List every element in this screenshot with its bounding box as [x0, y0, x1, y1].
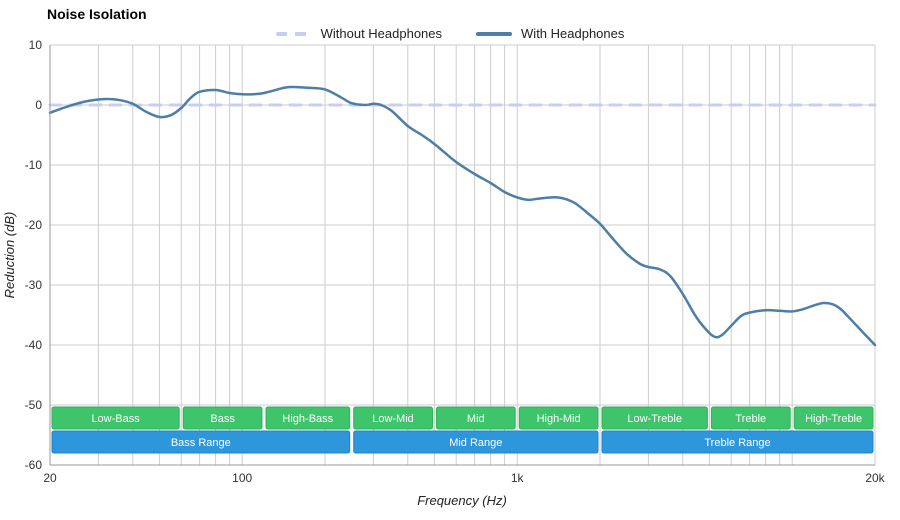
band-high-mid-label: High-Mid	[537, 413, 581, 425]
x-tick-label: 100	[232, 471, 252, 485]
y-tick-label: -20	[25, 218, 43, 232]
band-high-bass	[265, 406, 351, 430]
legend-label-without-headphones: Without Headphones	[320, 26, 443, 41]
gridlines	[49, 44, 876, 466]
legend: Without Headphones With Headphones	[0, 26, 900, 41]
frequency-bands: Low-Bass Bass High-Bass Low-Mid Mid High-Mid L…	[51, 406, 874, 454]
band-mid-label: Mid	[467, 413, 485, 425]
band-bass-range-label: Bass Range	[171, 437, 231, 449]
band-mid-range	[353, 430, 599, 454]
x-axis-title: Frequency (Hz)	[417, 493, 507, 508]
band-low-treble	[601, 406, 708, 430]
y-tick-label: -50	[25, 398, 43, 412]
y-tick-label: -10	[25, 158, 43, 172]
y-tick-label: -40	[25, 338, 43, 352]
chart-title: Noise Isolation	[47, 6, 147, 22]
with-headphones-line-swatch	[476, 31, 513, 36]
with-headphones-curve	[48, 85, 877, 347]
band-high-treble-label: High-Treble	[805, 413, 862, 425]
band-high-mid	[518, 406, 599, 430]
band-low-mid	[353, 406, 434, 430]
x-tick-label: 20k	[865, 471, 885, 485]
series-lines	[48, 85, 877, 347]
band-treble-range	[601, 430, 874, 454]
band-treble	[710, 406, 791, 430]
band-mid-range-label: Mid Range	[449, 437, 502, 449]
y-tick-label: 0	[35, 98, 42, 112]
y-tick-label: 10	[29, 38, 43, 52]
y-tick-label: -60	[25, 458, 43, 472]
band-low-bass-label: Low-Bass	[91, 413, 140, 425]
band-high-treble	[793, 406, 874, 430]
band-low-bass	[51, 406, 180, 430]
band-mid	[435, 406, 516, 430]
y-axis-title: Reduction (dB)	[2, 212, 17, 299]
legend-label-with-headphones: With Headphones	[521, 26, 625, 41]
band-low-mid-label: Low-Mid	[372, 413, 414, 425]
x-tick-label: 20	[43, 471, 57, 485]
band-bass-range	[51, 430, 351, 454]
legend-item-with-headphones[interactable]: With Headphones	[476, 26, 624, 41]
x-tick-label: 1k	[511, 471, 525, 485]
band-bass-label: Bass	[210, 413, 235, 425]
band-treble-range-label: Treble Range	[704, 437, 770, 449]
axes	[49, 45, 875, 466]
band-low-treble-label: Low-Treble	[627, 413, 682, 425]
band-high-bass-label: High-Bass	[282, 413, 333, 425]
band-bass	[182, 406, 263, 430]
y-tick-label: -30	[25, 278, 43, 292]
band-treble-label: Treble	[735, 413, 766, 425]
without-headphones-line-swatch	[275, 31, 312, 36]
legend-item-without-headphones[interactable]: Without Headphones	[275, 26, 443, 41]
